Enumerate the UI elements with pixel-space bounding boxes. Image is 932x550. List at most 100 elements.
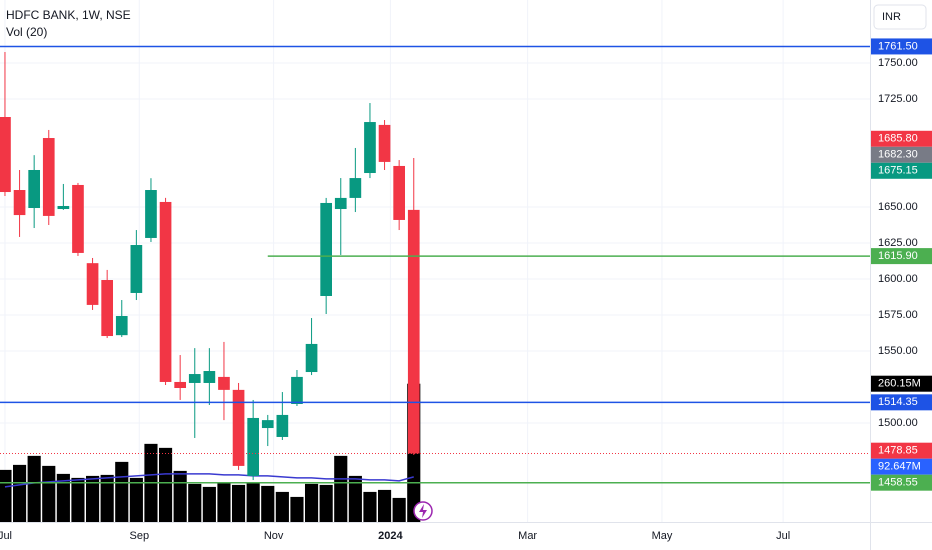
price-badge-label: 1685.80 [878, 133, 918, 145]
x-tick-label: Sep [129, 530, 149, 542]
candle-body [305, 343, 318, 373]
y-tick-label: 1500.00 [878, 417, 918, 429]
price-badge-label: 1682.30 [878, 149, 918, 161]
volume-bar [202, 486, 216, 522]
price-badge-label: 92.647M [878, 461, 921, 473]
price-badge-label: 1675.15 [878, 165, 918, 177]
candle-body [349, 178, 362, 198]
price-badge [871, 394, 932, 411]
price-badge [871, 162, 932, 179]
x-tick-label: 2024 [378, 530, 403, 542]
volume-bar [85, 475, 100, 522]
volume-bar [261, 485, 275, 522]
volume-bar [100, 474, 114, 522]
candle-body [72, 184, 84, 253]
price-badge-label: 1478.85 [878, 445, 918, 457]
y-tick-label: 1600.00 [878, 273, 918, 285]
candle-body [203, 371, 216, 383]
candle-body [393, 165, 405, 220]
price-badge [871, 146, 932, 163]
volume-bar [304, 483, 319, 522]
y-tick-label: 1575.00 [878, 309, 918, 321]
volume-bar [27, 455, 41, 522]
y-tick-label: 1750.00 [878, 57, 918, 69]
volume-bar [71, 477, 85, 522]
x-tick-label: May [652, 530, 673, 542]
y-tick-label: 1625.00 [878, 237, 918, 249]
price-lines [0, 45, 870, 484]
symbol-title: HDFC BANK, 1W, NSE [6, 8, 131, 22]
volume-pane [0, 383, 421, 522]
currency-label: INR [882, 11, 901, 23]
candle-body [364, 122, 376, 174]
grid [0, 0, 870, 522]
candles [0, 52, 420, 481]
volume-legend: Vol (20) [6, 25, 47, 39]
price-badge [871, 248, 932, 265]
price-badge-label: 1761.50 [878, 40, 918, 52]
volume-bar [275, 491, 289, 522]
candle-body [218, 376, 230, 390]
candle-body [247, 417, 259, 476]
candle-body [145, 190, 157, 238]
price-badge [871, 458, 932, 475]
candle-body [188, 374, 201, 383]
volume-bar [363, 491, 377, 522]
y-tick-label: 1550.00 [878, 345, 918, 357]
candle-body [261, 420, 274, 429]
candle-body [115, 316, 128, 336]
volume-bar [377, 489, 392, 522]
volume-bar [173, 470, 187, 522]
candle-body [159, 201, 172, 382]
price-badge [871, 130, 932, 147]
candle-body [407, 209, 420, 454]
volume-bar [217, 482, 231, 522]
candle-body [28, 169, 41, 209]
candle-body [86, 263, 99, 305]
volume-bar [319, 484, 333, 522]
volume-bar [56, 473, 70, 522]
volume-bar [348, 475, 362, 522]
volume-bar [231, 484, 246, 522]
volume-bar [12, 464, 27, 522]
axes: 1750.00 1725.00 1650.00 1625.00 1600.00 1575.… [0, 38, 932, 542]
x-tick-label: Jul [776, 530, 790, 542]
y-tick-label: 1650.00 [878, 201, 918, 213]
price-badge-label: 1458.55 [878, 477, 918, 489]
candle-body [42, 138, 55, 216]
price-badge [871, 38, 932, 55]
candle-body [291, 376, 303, 404]
volume-bar [188, 483, 202, 522]
volume-bar [290, 496, 304, 522]
volume-bar [334, 455, 348, 522]
volume-bar [42, 465, 56, 522]
candle-body [276, 414, 289, 437]
candle-body [130, 245, 143, 293]
candle-body [13, 190, 26, 216]
volume-bar [115, 461, 129, 522]
candle-body [232, 389, 245, 466]
candle-body [101, 280, 114, 337]
x-tick-label: Jul [0, 530, 12, 542]
price-badge-label: 1514.35 [878, 396, 918, 408]
candle-body [320, 202, 332, 296]
price-badge-label: 1615.90 [878, 250, 918, 262]
volume-bar [158, 447, 173, 522]
price-badge [871, 474, 932, 491]
currency-button[interactable] [873, 4, 927, 30]
x-tick-label: Mar [518, 530, 537, 542]
candle-body [174, 381, 187, 389]
candle-body [334, 197, 347, 210]
volume-bar [0, 469, 12, 522]
x-tick-label: Nov [264, 530, 284, 542]
price-badge [871, 375, 932, 392]
price-badge [871, 442, 932, 459]
candle-body [57, 205, 70, 210]
volume-bar [129, 477, 143, 522]
volume-bar [246, 482, 260, 522]
candle-body [378, 124, 391, 162]
event-icon-bolt [419, 504, 427, 518]
volume-bar [392, 497, 406, 522]
